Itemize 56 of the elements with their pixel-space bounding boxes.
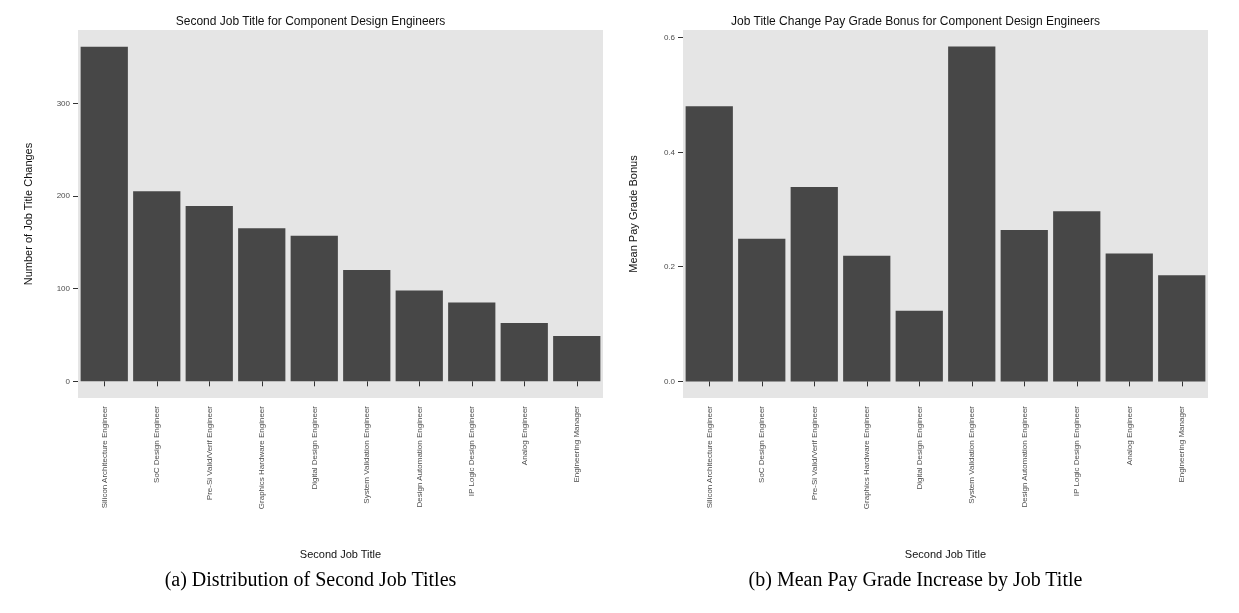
bar <box>843 255 891 382</box>
y-tick-label: 0.0 <box>663 376 676 386</box>
bar <box>1053 211 1101 382</box>
x-tick-label: System Validation Engineer <box>967 405 977 504</box>
y-tick-label: 0.6 <box>663 32 676 42</box>
y-tick-label: 200 <box>56 191 71 201</box>
y-axis-title: Mean Pay Grade Bonus <box>626 154 639 273</box>
y-tick-label: 0 <box>65 376 71 386</box>
bar <box>80 46 128 382</box>
x-tick-label: SoC Design Engineer <box>757 405 767 483</box>
bar <box>1105 253 1153 382</box>
x-tick-label: Digital Design Engineer <box>309 405 319 490</box>
x-tick-label: Silicon Architecture Engineer <box>99 405 109 509</box>
x-tick-label: Design Automation Engineer <box>1019 405 1029 508</box>
x-tick-label: System Validation Engineer <box>362 405 372 504</box>
bar <box>395 290 443 382</box>
y-tick-label: 300 <box>56 98 71 108</box>
x-tick-label: Pre-Si Valid/Verif Engineer <box>809 405 819 501</box>
bar <box>500 322 548 382</box>
x-tick-label: IP Logic Design Engineer <box>467 405 477 497</box>
x-tick-label: Digital Design Engineer <box>914 405 924 490</box>
x-axis-title: Second Job Title <box>299 547 382 560</box>
bar <box>238 228 286 382</box>
chart-title: Job Title Change Pay Grade Bonus for Component Design Engineers <box>731 14 1100 28</box>
chart-title: Second Job Title for Component Design Engineers <box>175 14 446 28</box>
bar <box>1158 275 1206 382</box>
bar <box>553 335 601 382</box>
x-tick-label: Engineering Manager <box>1177 405 1187 483</box>
y-tick-label: 0.2 <box>663 262 676 272</box>
x-tick-label: SoC Design Engineer <box>152 405 162 483</box>
bar <box>895 310 943 382</box>
x-axis-title: Second Job Title <box>904 547 987 560</box>
x-tick-label: Analog Engineer <box>1124 405 1134 466</box>
bar <box>185 206 233 382</box>
bar <box>948 46 996 382</box>
y-tick-label: 0.4 <box>663 147 676 157</box>
x-tick-label: Graphics Hardware Engineer <box>257 405 267 510</box>
bar <box>1000 230 1048 382</box>
y-axis-title: Number of Job Title Changes <box>21 142 34 286</box>
x-tick-label: Pre-Si Valid/Verif Engineer <box>204 405 214 501</box>
text: (a) Distribution of Second Job Titles <box>163 568 458 591</box>
x-tick-label: IP Logic Design Engineer <box>1072 405 1082 497</box>
x-tick-label: Silicon Architecture Engineer <box>704 405 714 509</box>
text: (b) Mean Pay Grade Increase by Job Title <box>747 568 1084 591</box>
bar <box>133 191 181 382</box>
x-tick-label: Engineering Manager <box>572 405 582 483</box>
x-tick-label: Analog Engineer <box>519 405 529 466</box>
bar <box>685 106 733 382</box>
x-tick-label: Design Automation Engineer <box>414 405 424 508</box>
bar <box>343 270 391 382</box>
x-tick-label: Graphics Hardware Engineer <box>862 405 872 510</box>
bar <box>448 302 496 382</box>
bar <box>738 238 786 382</box>
bar <box>290 235 338 382</box>
bar <box>790 187 838 382</box>
y-tick-label: 100 <box>56 284 71 294</box>
